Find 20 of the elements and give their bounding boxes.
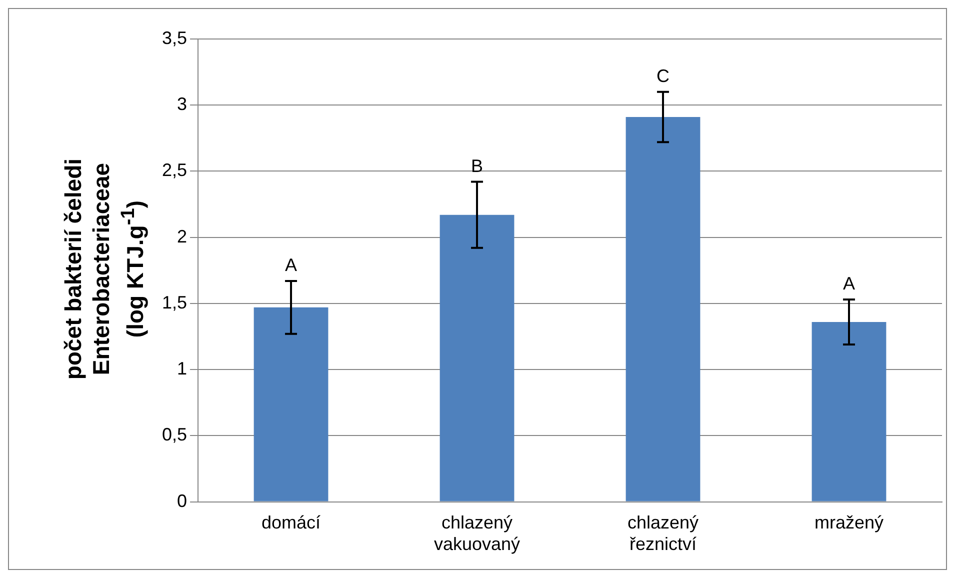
y-tick-label: 3,5 bbox=[162, 28, 188, 48]
y-tick-label: 1,5 bbox=[162, 292, 188, 312]
x-tick-label: mražený bbox=[814, 512, 884, 533]
x-tick-label: domácí bbox=[262, 512, 321, 533]
bar bbox=[440, 214, 514, 502]
y-tick-label: 0,5 bbox=[162, 424, 188, 445]
bar bbox=[812, 322, 886, 502]
x-tick-label: chlazený vakuovaný bbox=[434, 512, 520, 554]
annotation: A bbox=[285, 254, 298, 275]
y-tick-label: 2,5 bbox=[162, 160, 188, 180]
annotation: C bbox=[656, 66, 670, 86]
annotation: B bbox=[471, 156, 484, 176]
y-tick-label: 1 bbox=[177, 358, 188, 379]
y-tick-label: 2 bbox=[177, 226, 188, 246]
bar bbox=[254, 307, 328, 502]
y-tick-label: 0 bbox=[177, 490, 188, 511]
annotation: A bbox=[842, 273, 856, 294]
x-tick-label: chlazený řeznictví bbox=[627, 512, 699, 554]
y-tick-label: 3 bbox=[177, 94, 188, 114]
bar bbox=[626, 117, 700, 502]
